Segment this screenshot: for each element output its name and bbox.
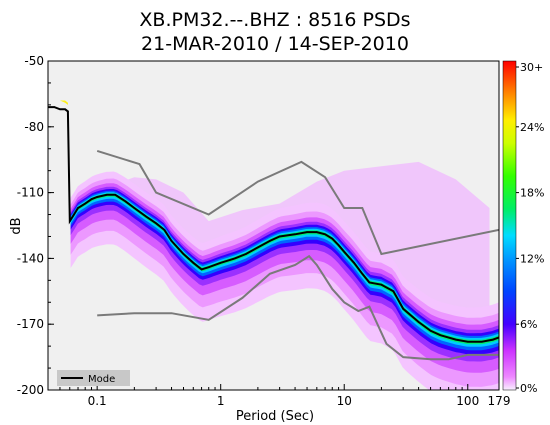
mode-point [380, 283, 383, 286]
mode-point [207, 266, 210, 269]
mode-point [170, 240, 173, 242]
density-band-2 [70, 178, 499, 387]
y-tick-label: -50 [24, 54, 44, 68]
x-axis: 0.1 1 10 100 179 [47, 384, 511, 408]
mode-point [306, 231, 308, 233]
mode-point [429, 330, 432, 332]
mode-point [245, 253, 247, 255]
mode-point [324, 233, 326, 236]
mode-point [59, 108, 61, 111]
mode-point [133, 207, 136, 209]
mode-point [64, 108, 66, 111]
density-band-1 [70, 171, 499, 390]
legend-box [57, 370, 130, 386]
plot-frame [47, 60, 500, 391]
x-tick-label: 179 [488, 394, 511, 408]
y-tick-label: -170 [17, 317, 44, 331]
y-tick-label: -200 [17, 383, 44, 397]
upper-noise-model [96, 149, 499, 256]
lower-noise-model [97, 254, 499, 361]
legend-mode-label: Mode [88, 374, 115, 385]
mode-point [269, 240, 271, 242]
mode-point [402, 308, 405, 310]
mode-point [337, 244, 340, 246]
mode-point [124, 200, 127, 203]
mode-point [331, 237, 334, 240]
mode-point [417, 321, 420, 323]
colorbar [502, 60, 517, 391]
mode-point [67, 110, 69, 113]
x-tick-label: 10 [337, 394, 352, 408]
y-tick-label: -110 [17, 186, 44, 200]
mode-line [48, 106, 499, 343]
mode-point [455, 338, 457, 341]
legend: Mode [57, 370, 130, 386]
mode-point [439, 334, 442, 337]
mode-point [90, 198, 93, 200]
colorbar-tick-label: 24% [520, 121, 544, 134]
noise-cluster [91, 161, 490, 332]
mode-point [163, 229, 166, 231]
mode-point [53, 106, 56, 108]
mode-point [481, 340, 483, 343]
mode-point [96, 196, 98, 198]
colorbar-tick-label: 6% [520, 318, 537, 331]
density-band-6 [70, 190, 499, 351]
x-tick-label: 100 [456, 394, 479, 408]
mode-point [316, 231, 318, 233]
mode-point [361, 273, 364, 275]
mode-series [48, 106, 499, 343]
mode-point [294, 233, 296, 236]
colorbar-ticks: 30+ 24% 18% 12% 6% 0% [516, 61, 544, 395]
y-tick-label: -80 [24, 120, 44, 134]
mode-point [77, 207, 79, 209]
chart-title-line1: XB.PM32.--.BHZ : 8516 PSDs [139, 9, 410, 31]
mode-point [343, 251, 346, 253]
mode-point [106, 194, 108, 196]
x-tick-label: 1 [217, 394, 225, 408]
x-axis-label: Period (Sec) [236, 409, 314, 424]
noise-models [96, 149, 499, 361]
mode-point [73, 213, 75, 216]
mode-point [368, 281, 371, 284]
colorbar-tick-label: 0% [520, 382, 537, 395]
x-tick-label: 0.1 [88, 394, 107, 408]
mode-point [234, 257, 236, 260]
mode-point [145, 215, 148, 218]
colorbar-tick-label: 18% [520, 187, 544, 200]
y-tick-label: -140 [17, 251, 44, 265]
mode-point [278, 235, 281, 238]
colorbar-tick-label: 30+ [520, 61, 543, 74]
colorbar-tick-label: 12% [520, 252, 544, 265]
mode-point [257, 246, 259, 249]
reference-lines [96, 149, 499, 361]
mode-point [192, 262, 195, 264]
mode-point [84, 202, 86, 205]
mode-point [200, 268, 203, 271]
mode-point [353, 262, 355, 264]
psd-density [48, 98, 499, 390]
chart-title-line2: 21-MAR-2010 / 14-SEP-2010 [141, 33, 409, 55]
mode-point [392, 290, 395, 293]
noise-cluster [48, 98, 68, 105]
mode-point [182, 253, 185, 255]
y-axis: -50 -80 -110 -140 -170 -200 [17, 54, 54, 397]
mode-point [114, 194, 116, 196]
mode-point [69, 220, 71, 222]
y-axis-label: dB [9, 217, 24, 234]
mode-point [467, 340, 469, 343]
mode-point [155, 222, 157, 225]
mode-point [492, 338, 494, 341]
mode-point [219, 262, 222, 264]
